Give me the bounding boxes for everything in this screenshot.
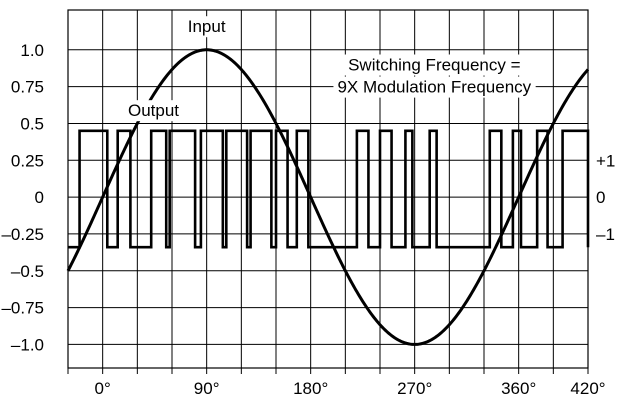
tick-labels: 1.0 0.75 0.5 0.25 0 –0.25 –0.5 –0.75 –1.0 +1 0 –1 0°… [1, 41, 615, 398]
x-tick-label: 90° [194, 379, 220, 398]
annotation-bg [344, 54, 525, 76]
annotations: Input Output Switching Frequency = 9X Modul… [123, 16, 536, 122]
y-tick-label: –0.5 [11, 262, 44, 281]
annotation-text: Input [188, 17, 226, 36]
annotation-text: Switching Frequency = [348, 56, 521, 75]
annotation-bg [333, 76, 536, 98]
x-tick-label: 0° [95, 379, 111, 398]
y-tick-label: 0.25 [11, 151, 44, 170]
x-tick-label: 270° [397, 379, 432, 398]
annotation-bg [183, 16, 230, 38]
x-tick-label: 180° [293, 379, 328, 398]
y-tick-label: 0.75 [11, 78, 44, 97]
output-pwm-line [68, 129, 590, 249]
annotation-text: 9X Modulation Frequency [337, 78, 531, 97]
y-tick-label: 0.5 [20, 114, 44, 133]
y-tick-label: –1.0 [11, 335, 44, 354]
right-tick-label: +1 [596, 151, 615, 170]
annotation-bg [123, 100, 184, 122]
x-tick-label: 420° [570, 379, 605, 398]
y-tick-label: 0 [35, 188, 44, 207]
y-tick-label: –0.75 [1, 299, 44, 318]
plot-lines [66, 48, 590, 346]
right-tick-label: –1 [596, 225, 615, 244]
y-tick-label: 1.0 [20, 41, 44, 60]
right-tick-label: 0 [596, 188, 605, 207]
annotation-text: Output [128, 101, 179, 120]
y-tick-label: –0.25 [1, 225, 44, 244]
x-tick-label: 360° [501, 379, 536, 398]
